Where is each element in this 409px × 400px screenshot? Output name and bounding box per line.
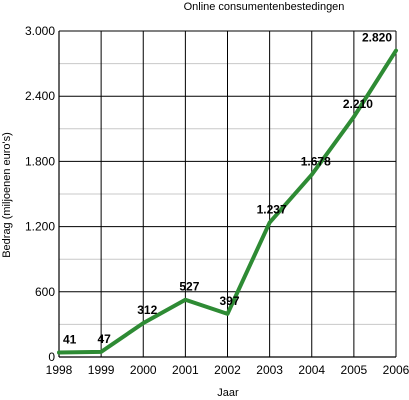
x-tick-labels: 1998 1999 2000 2001 2002 2003 2004 2005 2006	[46, 363, 409, 377]
axes	[58, 31, 396, 358]
data-label: 527	[179, 280, 199, 294]
x-tick-label: 2003	[256, 363, 283, 377]
grid	[58, 30, 397, 358]
series-line	[57, 48, 398, 355]
chart-title: Online consumentenbestedingen	[184, 1, 345, 13]
data-label: 2.820	[362, 31, 392, 45]
data-labels: 41 47 312 527 397 1.237 1.678 2.210 2.820	[63, 31, 392, 347]
y-tick-label: 0	[48, 350, 55, 364]
y-tick-label: 1.200	[25, 220, 55, 234]
series-layer	[57, 48, 398, 355]
x-axis-label: Jaar	[217, 387, 239, 399]
x-tick-label: 2004	[298, 363, 325, 377]
y-tick-label: 1.800	[25, 154, 55, 168]
y-tick-labels: 0 600 1.200 1.800 2.400 3.000	[25, 24, 55, 364]
x-tick-label: 2000	[130, 363, 157, 377]
y-tick-label: 2.400	[25, 89, 55, 103]
data-label: 1.678	[301, 155, 331, 169]
data-label: 2.210	[343, 97, 373, 111]
x-tick-label: 2006	[383, 363, 409, 377]
x-tick-label: 2005	[341, 363, 368, 377]
y-tick-label: 3.000	[25, 24, 55, 38]
x-tick-label: 2001	[172, 363, 199, 377]
x-tick-label: 1998	[46, 363, 73, 377]
y-tick-label: 600	[35, 285, 55, 299]
y-axis-label: Bedrag (miljoenen euro's)	[1, 132, 13, 258]
data-label: 397	[219, 294, 239, 308]
x-tick-label: 2002	[214, 363, 241, 377]
data-label: 41	[63, 333, 77, 347]
data-label: 47	[97, 332, 111, 346]
data-label: 1.237	[257, 203, 287, 217]
data-label: 312	[137, 303, 157, 317]
x-tick-label: 1999	[88, 363, 115, 377]
